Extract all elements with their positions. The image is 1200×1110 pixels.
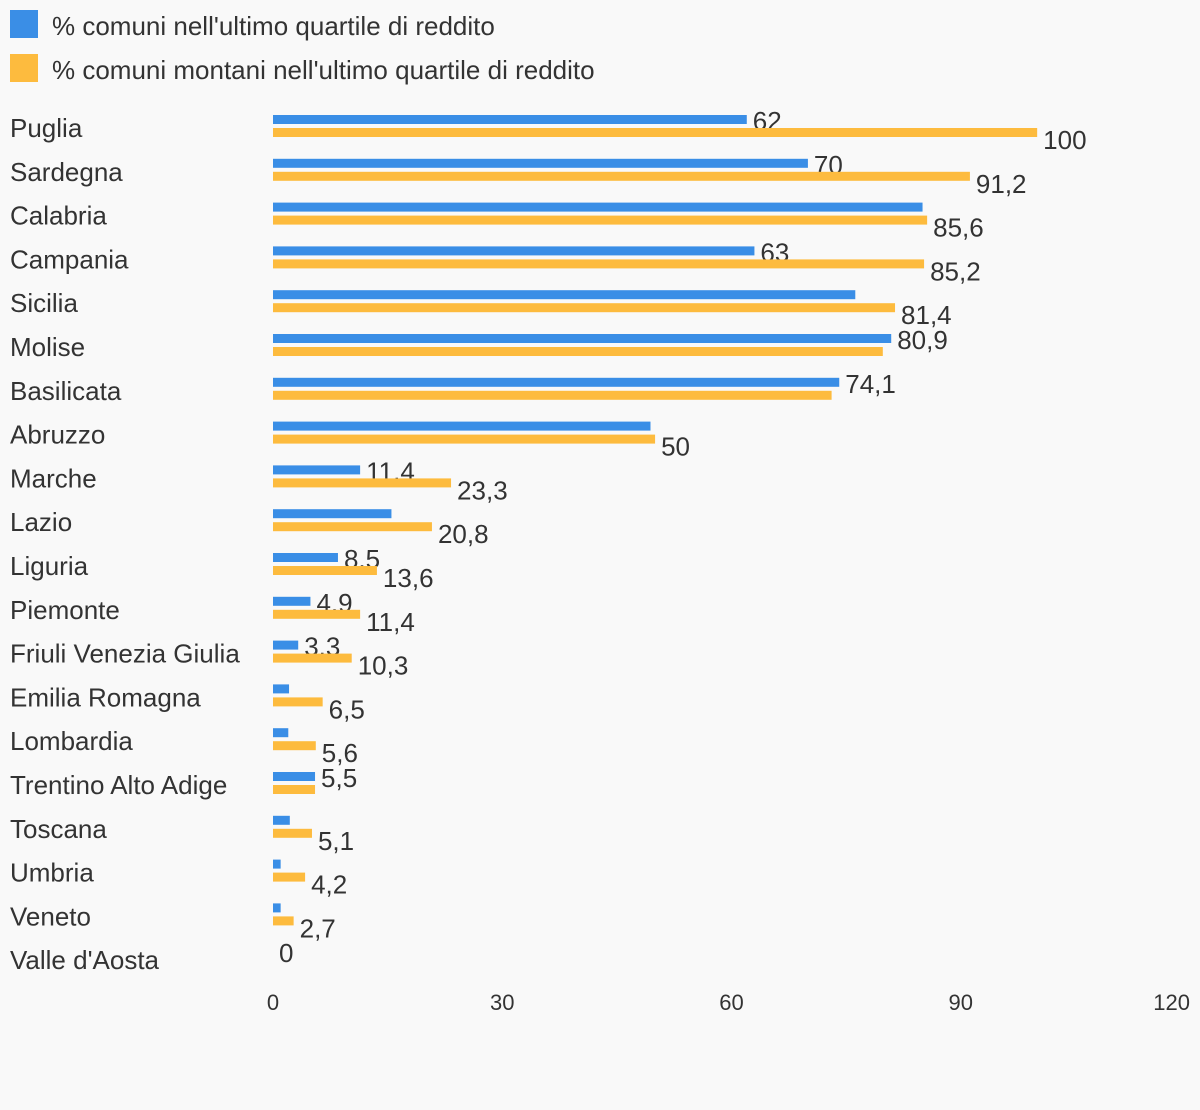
bar-series-1 [273, 903, 281, 913]
category-label: Emilia Romagna [10, 682, 201, 712]
bar-series-2 [273, 566, 377, 575]
value-label-series-2: 23,3 [457, 475, 508, 505]
category-label: Lazio [10, 507, 72, 537]
category-label: Campania [10, 244, 129, 274]
legend: % comuni nell'ultimo quartile di reddito… [10, 10, 595, 85]
value-label-series-2: 5,6 [322, 738, 358, 768]
category-label: Sardegna [10, 157, 123, 187]
category-label: Lombardia [10, 726, 133, 756]
bar-series-2 [273, 347, 883, 356]
legend-swatch-2 [10, 54, 38, 82]
bar-series-1 [273, 465, 361, 475]
category-label: Toscana [10, 814, 107, 844]
x-tick-label: 30 [490, 990, 514, 1015]
bar-series-1 [273, 640, 299, 650]
bar-series-2 [273, 785, 316, 794]
category-label: Puglia [10, 113, 83, 143]
x-tick-label: 120 [1153, 990, 1190, 1015]
x-axis: 0 30 60 90 120 [267, 990, 1190, 1015]
value-label-series-2: 2,7 [300, 913, 336, 943]
category-label: Trentino Alto Adige [10, 770, 227, 800]
x-tick-label: 0 [267, 990, 279, 1015]
value-label-series-2: 100 [1043, 125, 1086, 155]
value-label-series-2: 85,6 [933, 213, 984, 243]
bar-series-1 [273, 334, 892, 343]
category-label: Umbria [10, 858, 94, 888]
category-label: Liguria [10, 551, 89, 581]
bar-series-2 [273, 478, 452, 488]
bar-series-1 [273, 728, 289, 738]
bar-series-2 [273, 128, 1038, 137]
value-label-series-2: 13,6 [383, 563, 434, 593]
value-label-series-2: 50 [661, 432, 690, 462]
bar-series-2 [273, 872, 306, 882]
value-label-series-1: 80,9 [897, 325, 948, 355]
value-label-series-1: 0 [279, 938, 293, 968]
bar-series-2 [273, 303, 896, 313]
value-label-series-2: 11,4 [366, 607, 415, 637]
bar-series-1 [273, 553, 338, 562]
value-label-series-2: 6,5 [329, 694, 365, 724]
value-label-series-2: 81,4 [901, 300, 952, 330]
bar-series-2 [273, 916, 294, 926]
x-tick-label: 60 [719, 990, 743, 1015]
bar-series-2 [273, 609, 361, 619]
bar-series-2 [273, 653, 352, 663]
bar-series-2 [273, 697, 323, 707]
legend-swatch-1 [10, 10, 38, 38]
bar-series-1 [273, 377, 840, 387]
category-label: Basilicata [10, 376, 122, 406]
bar-series-1 [273, 509, 392, 519]
category-label: Friuli Venezia Giulia [10, 639, 240, 669]
bar-series-2 [273, 828, 312, 838]
bar-series-1 [273, 772, 316, 781]
bar-series-2 [273, 741, 316, 751]
bar-series-1 [273, 290, 856, 300]
category-label: Veneto [10, 901, 91, 931]
value-label-series-2: 10,3 [358, 651, 409, 681]
bar-series-2 [273, 215, 928, 225]
bar-series-1 [273, 246, 755, 256]
category-label: Piemonte [10, 595, 120, 625]
bar-series-2 [273, 390, 832, 400]
bar-series-2 [273, 434, 656, 444]
category-label: Calabria [10, 201, 107, 231]
category-label: Abruzzo [10, 420, 105, 450]
legend-label-1: % comuni nell'ultimo quartile di reddito [52, 11, 495, 41]
bar-series-1 [273, 421, 651, 431]
category-label: Marche [10, 463, 97, 493]
bar-series-2 [273, 259, 925, 269]
bar-series-1 [273, 596, 311, 606]
category-label: Sicilia [10, 288, 78, 318]
category-label: Valle d'Aosta [10, 945, 160, 975]
value-label-series-2: 85,2 [930, 256, 981, 286]
legend-label-2: % comuni montani nell'ultimo quartile di… [52, 55, 595, 85]
category-label: Molise [10, 332, 85, 362]
value-label-series-2: 91,2 [976, 169, 1027, 199]
value-label-series-2: 4,2 [311, 870, 347, 900]
bar-series-1 [273, 815, 290, 825]
bar-series-1 [273, 859, 281, 869]
x-tick-label: 90 [949, 990, 973, 1015]
bar-series-2 [273, 522, 432, 532]
bar-series-1 [273, 115, 747, 124]
value-label-series-1: 74,1 [845, 369, 896, 399]
value-label-series-1: 5,5 [321, 763, 357, 793]
bar-series-2 [273, 171, 970, 181]
value-label-series-2: 20,8 [438, 519, 489, 549]
bar-series-1 [273, 158, 808, 168]
bar-series-1 [273, 684, 290, 694]
bar-series-1 [273, 202, 923, 212]
value-label-series-2: 5,1 [318, 826, 354, 856]
